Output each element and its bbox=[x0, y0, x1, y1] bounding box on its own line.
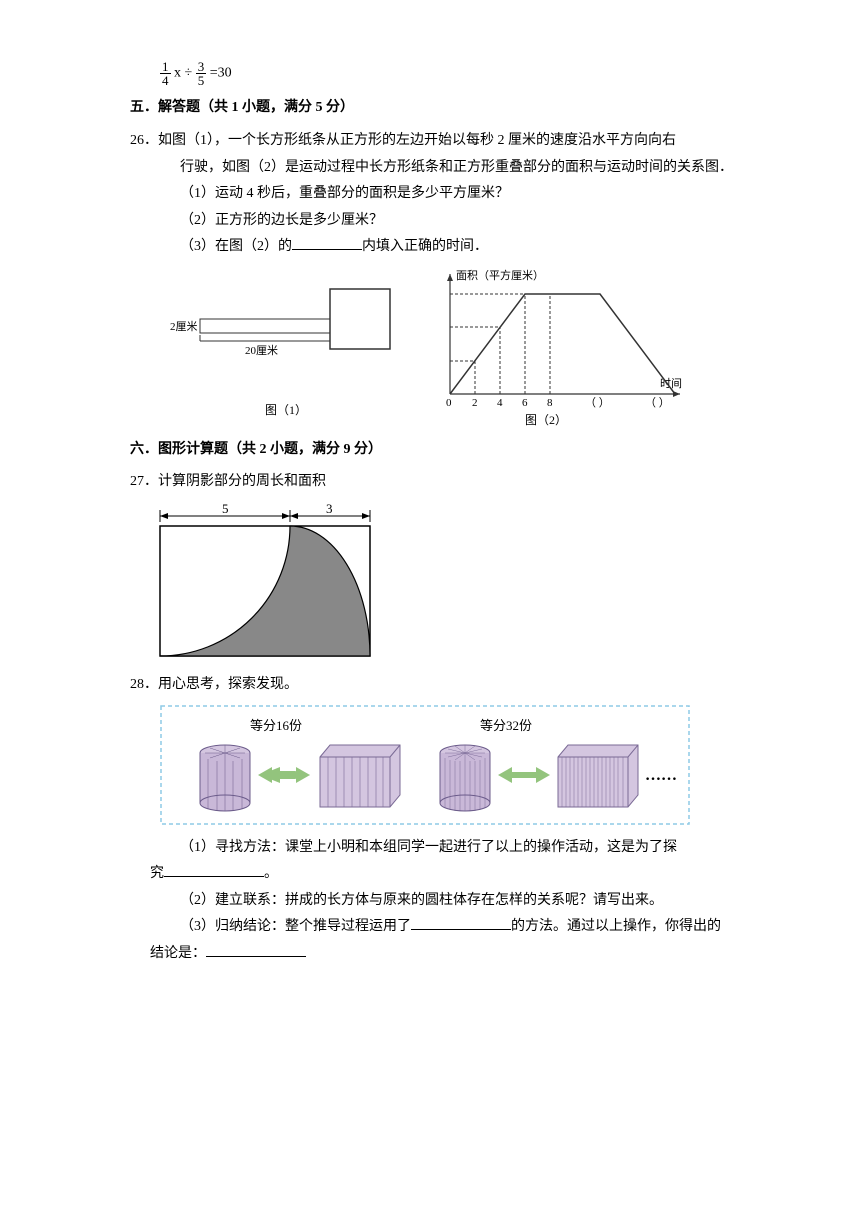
label-2cm: 2厘米 bbox=[170, 320, 198, 333]
tick6: 6 bbox=[522, 397, 528, 409]
q26-blank[interactable] bbox=[292, 236, 362, 250]
block-16 bbox=[320, 745, 400, 807]
equation-row: 1 4 x ÷ 3 5 =30 bbox=[160, 60, 740, 87]
q26-line2: 行驶，如图（2）是运动过程中长方形纸条和正方形重叠部分的面积与运动时间的关系图． bbox=[180, 155, 740, 182]
q27-text: 计算阴影部分的周长和面积 bbox=[158, 474, 326, 489]
q26-p3a: （3）在图（2）的 bbox=[180, 239, 292, 254]
paren1: （ ） bbox=[585, 396, 610, 409]
q28-blank2[interactable] bbox=[411, 916, 511, 930]
tick2: 2 bbox=[472, 397, 478, 409]
lab32: 等分32份 bbox=[480, 718, 532, 733]
label-20cm: 20厘米 bbox=[245, 344, 278, 357]
cylinder-32 bbox=[440, 745, 490, 811]
fig26-right: 面积（平方厘米） 时间 0 2 4 6 8 （ ） （ ） 图（2） bbox=[446, 269, 682, 427]
q26-p2: （2）正方形的边长是多少厘米？ bbox=[180, 208, 740, 235]
q28-p1-line1: （1）寻找方法：课堂上小明和本组同学一起进行了以上的操作活动，这是为了探 bbox=[180, 835, 740, 862]
block-32 bbox=[558, 745, 638, 807]
q28-p2: （2）建立联系：拼成的长方体与原来的圆柱体存在怎样的关系呢？请写出来。 bbox=[180, 888, 740, 915]
q28-p1-line2: 究。 bbox=[150, 861, 740, 888]
q26-num: 26． bbox=[130, 133, 158, 148]
figure-26: 2厘米 20厘米 图（1） 面积（平方厘米） 时间 0 2 4 6 8 （ ） bbox=[170, 269, 740, 429]
figure-28: 等分16份 等分32份 …… bbox=[160, 705, 740, 825]
ylab: 面积（平方厘米） bbox=[456, 269, 544, 282]
dim5: 5 bbox=[222, 502, 229, 516]
section-6-heading: 六．图形计算题（共 2 小题，满分 9 分） bbox=[130, 437, 740, 464]
figure-27: 5 3 bbox=[150, 502, 740, 662]
q28-num: 28． bbox=[130, 677, 158, 692]
q28-p3b: 的方法。通过以上操作，你得出的 bbox=[511, 919, 721, 934]
paren2: （ ） bbox=[645, 396, 670, 409]
question-28: 28．用心思考，探索发现。 bbox=[130, 672, 740, 699]
ellipsis: …… bbox=[645, 767, 677, 784]
q28-p3c: 结论是： bbox=[150, 946, 206, 961]
q26-p3: （3）在图（2）的 内填入正确的时间． bbox=[180, 234, 740, 261]
tick8: 8 bbox=[547, 397, 553, 409]
q26-p3b: 内填入正确的时间． bbox=[362, 239, 488, 254]
fraction-2: 3 5 bbox=[196, 60, 207, 87]
q28-blank1[interactable] bbox=[164, 863, 264, 877]
figure-27-svg: 5 3 bbox=[150, 502, 380, 662]
q27-num: 27． bbox=[130, 474, 158, 489]
lab16: 等分16份 bbox=[250, 718, 302, 733]
numer2: 3 bbox=[196, 60, 207, 74]
numer1: 1 bbox=[160, 60, 171, 74]
question-27: 27．计算阴影部分的周长和面积 bbox=[130, 469, 740, 496]
denom2: 5 bbox=[196, 74, 207, 87]
fraction-1: 1 4 bbox=[160, 60, 171, 87]
fig26-cap1: 图（1） bbox=[265, 403, 307, 417]
figure-26-svg: 2厘米 20厘米 图（1） 面积（平方厘米） 时间 0 2 4 6 8 （ ） bbox=[170, 269, 690, 429]
q28-p1c: 。 bbox=[264, 866, 278, 881]
q26-line1: 如图（1），一个长方形纸条从正方形的左边开始以每秒 2 厘米的速度沿水平方向向右 bbox=[158, 133, 676, 148]
q26-p1: （1）运动 4 秒后，重叠部分的面积是多少平方厘米？ bbox=[180, 181, 740, 208]
tick4: 4 bbox=[497, 397, 503, 409]
q28-text: 用心思考，探索发现。 bbox=[158, 677, 298, 692]
dim3: 3 bbox=[326, 502, 333, 516]
denom1: 4 bbox=[160, 74, 171, 87]
tick0: 0 bbox=[446, 397, 452, 409]
q28-p3-line1: （3）归纳结论：整个推导过程运用了 的方法。通过以上操作，你得出的 bbox=[180, 914, 740, 941]
q28-p1b: 究 bbox=[150, 866, 164, 881]
q28-p3a: （3）归纳结论：整个推导过程运用了 bbox=[180, 919, 411, 934]
eq-mid: x ÷ bbox=[174, 66, 196, 81]
section-5-heading: 五．解答题（共 1 小题，满分 5 分） bbox=[130, 95, 740, 122]
q28-p3-line2: 结论是： bbox=[150, 941, 740, 968]
figure-28-svg: 等分16份 等分32份 …… bbox=[160, 705, 690, 825]
arrow-icon-2 bbox=[498, 767, 550, 783]
fig26-left: 2厘米 20厘米 图（1） bbox=[170, 289, 390, 417]
eq-tail: =30 bbox=[210, 66, 232, 81]
q28-blank3[interactable] bbox=[206, 943, 306, 957]
fig26-cap2: 图（2） bbox=[525, 413, 567, 427]
cylinder-16 bbox=[200, 745, 250, 811]
question-26: 26．如图（1），一个长方形纸条从正方形的左边开始以每秒 2 厘米的速度沿水平方… bbox=[130, 128, 740, 261]
